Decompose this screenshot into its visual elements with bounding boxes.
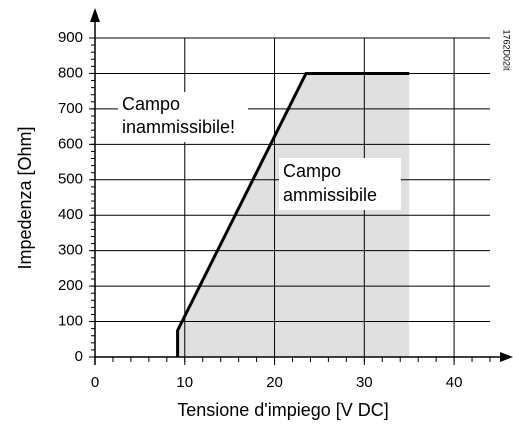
- label-background: [118, 92, 248, 142]
- x-axis-label: Tensione d'impiego [V DC]: [177, 400, 389, 420]
- x-tick-label: 10: [176, 374, 193, 391]
- y-tick-label: 0: [75, 348, 83, 365]
- figure-id: 1762D02it: [502, 29, 512, 71]
- y-tick-label: 800: [58, 64, 83, 81]
- x-tick-label: 20: [266, 374, 283, 391]
- y-tick-label: 100: [58, 313, 83, 330]
- x-tick-label: 40: [446, 374, 463, 391]
- label-background: [279, 158, 401, 210]
- y-tick-label: 500: [58, 171, 83, 188]
- y-axis-arrow: [90, 8, 100, 22]
- y-tick-label: 400: [58, 206, 83, 223]
- x-axis-arrow: [500, 352, 513, 362]
- y-tick-label: 700: [58, 100, 83, 117]
- x-tick-label: 30: [356, 374, 373, 391]
- annotation: Campo: [283, 161, 341, 181]
- annotation: Campo: [122, 94, 180, 114]
- y-tick-label: 600: [58, 135, 83, 152]
- annotation: ammissibile: [283, 185, 377, 205]
- y-axis-label: Impedenza [Ohm]: [15, 126, 35, 269]
- y-tick-label: 300: [58, 242, 83, 259]
- y-tick-label: 900: [58, 29, 83, 46]
- x-tick-label: 0: [91, 374, 99, 391]
- annotation: inammissibile!: [122, 117, 235, 137]
- line: [176, 71, 410, 357]
- y-tick-label: 200: [58, 277, 83, 294]
